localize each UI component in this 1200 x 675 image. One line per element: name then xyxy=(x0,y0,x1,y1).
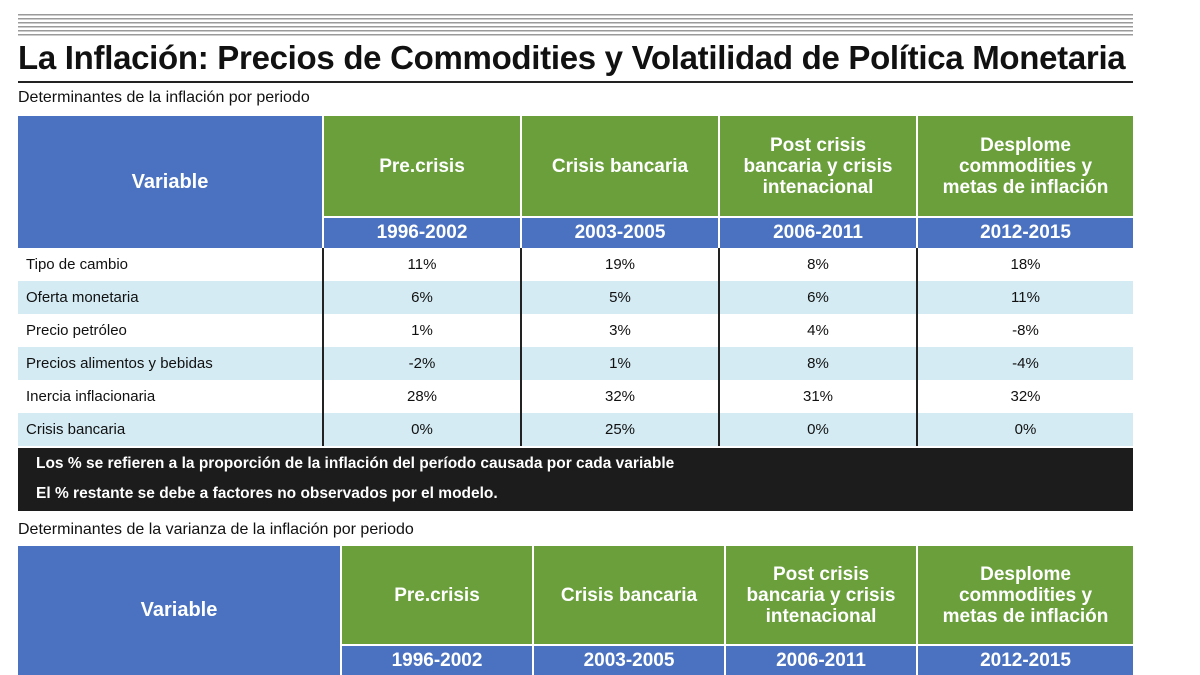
row-label: Precios alimentos y bebidas xyxy=(26,355,213,372)
table-row: Precios alimentos y bebidas -2% 1% 8% -4… xyxy=(18,347,1133,380)
table-row: Precio petróleo 1% 3% 4% -8% xyxy=(18,314,1133,347)
row-value: 4% xyxy=(807,322,829,339)
row-value: -4% xyxy=(1012,355,1039,372)
table1-col-desplome: Desplome commodities y metas de inflació… xyxy=(918,116,1133,216)
table2-period-2: 2003-2005 xyxy=(534,646,724,675)
table1-subtitle: Determinantes de la inflación por period… xyxy=(18,89,310,106)
table1-body: Tipo de cambio 11% 19% 8% 18% Oferta mon… xyxy=(18,248,1133,446)
row-label: Precio petróleo xyxy=(26,322,127,339)
table2-period-3: 2006-2011 xyxy=(726,646,916,675)
table1-col-crisis-bancaria: Crisis bancaria xyxy=(522,116,718,216)
row-value: 6% xyxy=(807,289,829,306)
row-label: Tipo de cambio xyxy=(26,256,128,273)
table1-col-post-crisis: Post crisis bancaria y crisis intenacion… xyxy=(720,116,916,216)
row-value: 32% xyxy=(1010,388,1041,405)
row-value: 0% xyxy=(411,421,433,438)
row-value: 28% xyxy=(406,388,438,405)
decorative-stripes xyxy=(18,14,1133,36)
row-value: -2% xyxy=(408,355,436,372)
table1-variable-header: Variable xyxy=(18,116,322,248)
row-value: 19% xyxy=(604,256,636,273)
table-row: Tipo de cambio 11% 19% 8% 18% xyxy=(18,248,1133,281)
table1-header: Variable Pre.crisis Crisis bancaria Post… xyxy=(18,116,1133,250)
row-value: 11% xyxy=(1011,289,1040,306)
row-value: 1% xyxy=(609,355,631,372)
note-line: El % restante se debe a factores no obse… xyxy=(36,485,498,502)
table2-header: Variable Pre.crisis Crisis bancaria Post… xyxy=(18,546,1133,675)
row-value: 32% xyxy=(604,388,636,405)
row-value: 0% xyxy=(1014,421,1037,438)
row-label: Oferta monetaria xyxy=(26,289,139,306)
table2-col-crisis-bancaria: Crisis bancaria xyxy=(534,546,724,644)
row-label: Inercia inflacionaria xyxy=(26,388,156,405)
row-value: -8% xyxy=(1012,322,1039,339)
table2-col-precrisis: Pre.crisis xyxy=(342,546,532,644)
page-title: La Inflación: Precios de Commodities y V… xyxy=(18,39,1126,76)
table-row: Crisis bancaria 0% 25% 0% 0% xyxy=(18,413,1133,446)
table2-period-4: 2012-2015 xyxy=(918,646,1133,675)
table1-period-3: 2006-2011 xyxy=(720,218,916,248)
table-row: Inercia inflacionaria 28% 32% 31% 32% xyxy=(18,380,1133,413)
row-value: 6% xyxy=(411,289,433,306)
row-value: 3% xyxy=(609,322,631,339)
table1-col-precrisis: Pre.crisis xyxy=(324,116,520,216)
row-value: 11% xyxy=(407,256,437,273)
table-row: Oferta monetaria 6% 5% 6% 11% xyxy=(18,281,1133,314)
row-value: 25% xyxy=(604,421,636,438)
note-line: Los % se refieren a la proporción de la … xyxy=(36,455,675,472)
table2-variable-header: Variable xyxy=(18,546,340,675)
table1-period-2: 2003-2005 xyxy=(522,218,718,248)
row-value: 5% xyxy=(609,289,631,306)
table1-period-4: 2012-2015 xyxy=(918,218,1133,248)
table1-notes: Los % se refieren a la proporción de la … xyxy=(18,448,1133,511)
table2-period-1: 1996-2002 xyxy=(342,646,532,675)
row-value: 18% xyxy=(1010,256,1041,273)
table2-col-post-crisis: Post crisis bancaria y crisis intenacion… xyxy=(726,546,916,644)
table2-subtitle: Determinantes de la varianza de la infla… xyxy=(18,521,414,538)
table2-col-desplome: Desplome commodities y metas de inflació… xyxy=(918,546,1133,644)
row-value: 8% xyxy=(807,256,829,273)
table1-period-1: 1996-2002 xyxy=(324,218,520,248)
row-value: 0% xyxy=(807,421,829,438)
row-value: 8% xyxy=(807,355,829,372)
row-label: Crisis bancaria xyxy=(26,421,126,438)
row-value: 1% xyxy=(411,322,433,339)
title-rule xyxy=(18,81,1133,83)
row-value: 31% xyxy=(802,388,834,405)
